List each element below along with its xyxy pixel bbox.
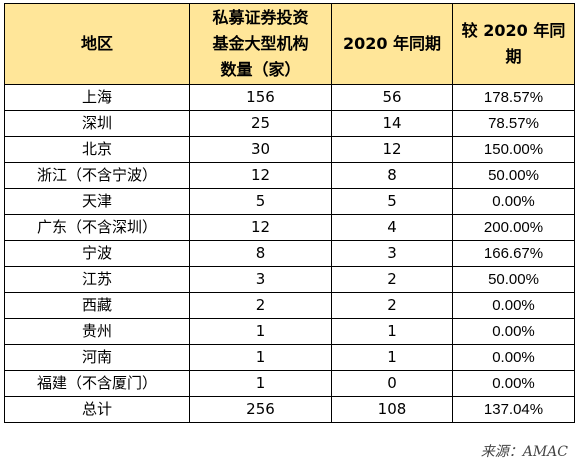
cell-growth: 0.00% <box>452 292 575 319</box>
cell-count: 1 <box>189 344 332 371</box>
cell-prev: 3 <box>331 240 453 267</box>
cell-prev: 4 <box>331 214 453 241</box>
cell-count: 25 <box>189 110 332 137</box>
stats-table: 地区 私募证券投资 基金大型机构 数量（家） 2020 年同期 较 2020 年… <box>4 3 575 423</box>
table-row: 江苏 3 2 50.00% <box>4 266 575 293</box>
cell-count: 30 <box>189 136 332 163</box>
header-count-line: 数量（家） <box>220 60 301 79</box>
cell-prev: 2 <box>331 266 453 293</box>
cell-growth: 137.04% <box>452 396 575 423</box>
cell-count: 12 <box>189 162 332 189</box>
cell-count: 2 <box>189 292 332 319</box>
header-growth-line: 期 <box>505 47 522 66</box>
header-count: 私募证券投资 基金大型机构 数量（家） <box>189 3 332 85</box>
cell-prev: 14 <box>331 110 453 137</box>
table-row: 深圳 25 14 78.57% <box>4 110 575 137</box>
cell-prev: 5 <box>331 188 453 215</box>
table-header: 地区 私募证券投资 基金大型机构 数量（家） 2020 年同期 较 2020 年… <box>4 3 575 85</box>
cell-count: 1 <box>189 318 332 345</box>
cell-region: 深圳 <box>4 110 190 137</box>
table-row: 宁波 8 3 166.67% <box>4 240 575 267</box>
cell-growth: 150.00% <box>452 136 575 163</box>
cell-prev: 0 <box>331 370 453 397</box>
table-body: 上海 156 56 178.57% 深圳 25 14 78.57% 北京 30 12 150.00% 浙… <box>4 84 575 423</box>
cell-prev: 108 <box>331 396 453 423</box>
cell-count: 5 <box>189 188 332 215</box>
cell-prev: 1 <box>331 318 453 345</box>
cell-prev: 56 <box>331 84 453 111</box>
total-row: 总计 256 108 137.04% <box>4 396 575 423</box>
table-row: 北京 30 12 150.00% <box>4 136 575 163</box>
table-row: 西藏 2 2 0.00% <box>4 292 575 319</box>
table-row: 上海 156 56 178.57% <box>4 84 575 111</box>
cell-count: 3 <box>189 266 332 293</box>
cell-prev: 2 <box>331 292 453 319</box>
source-note: 来源：AMAC <box>480 444 568 460</box>
cell-region: 上海 <box>4 84 190 111</box>
cell-region: 天津 <box>4 188 190 215</box>
cell-count: 256 <box>189 396 332 423</box>
header-count-line: 基金大型机构 <box>212 34 309 53</box>
cell-growth: 50.00% <box>452 266 575 293</box>
cell-count: 12 <box>189 214 332 241</box>
table-row: 天津 5 5 0.00% <box>4 188 575 215</box>
cell-count: 1 <box>189 370 332 397</box>
cell-region: 江苏 <box>4 266 190 293</box>
cell-growth: 178.57% <box>452 84 575 111</box>
cell-growth: 50.00% <box>452 162 575 189</box>
cell-count: 8 <box>189 240 332 267</box>
table-row: 浙江（不含宁波） 12 8 50.00% <box>4 162 575 189</box>
cell-region: 广东（不含深圳） <box>4 214 190 241</box>
cell-count: 156 <box>189 84 332 111</box>
header-growth: 较 2020 年同 期 <box>452 3 575 85</box>
table-row: 福建（不含厦门） 1 0 0.00% <box>4 370 575 397</box>
cell-prev: 8 <box>331 162 453 189</box>
cell-growth: 0.00% <box>452 370 575 397</box>
cell-growth: 0.00% <box>452 344 575 371</box>
cell-prev: 1 <box>331 344 453 371</box>
cell-region: 北京 <box>4 136 190 163</box>
cell-region: 浙江（不含宁波） <box>4 162 190 189</box>
header-region: 地区 <box>4 3 190 85</box>
cell-region: 宁波 <box>4 240 190 267</box>
cell-growth: 200.00% <box>452 214 575 241</box>
cell-region: 贵州 <box>4 318 190 345</box>
cell-growth: 166.67% <box>452 240 575 267</box>
cell-prev: 12 <box>331 136 453 163</box>
cell-region: 福建（不含厦门） <box>4 370 190 397</box>
table-row: 广东（不含深圳） 12 4 200.00% <box>4 214 575 241</box>
cell-growth: 0.00% <box>452 188 575 215</box>
header-count-line: 私募证券投资 <box>212 8 309 27</box>
cell-growth: 0.00% <box>452 318 575 345</box>
cell-region: 总计 <box>4 396 190 423</box>
header-row: 地区 私募证券投资 基金大型机构 数量（家） 2020 年同期 较 2020 年… <box>4 3 575 85</box>
cell-growth: 78.57% <box>452 110 575 137</box>
cell-region: 河南 <box>4 344 190 371</box>
table-row: 贵州 1 1 0.00% <box>4 318 575 345</box>
table-row: 河南 1 1 0.00% <box>4 344 575 371</box>
header-growth-line: 较 2020 年同 <box>461 21 566 40</box>
header-prev: 2020 年同期 <box>331 3 453 85</box>
cell-region: 西藏 <box>4 292 190 319</box>
